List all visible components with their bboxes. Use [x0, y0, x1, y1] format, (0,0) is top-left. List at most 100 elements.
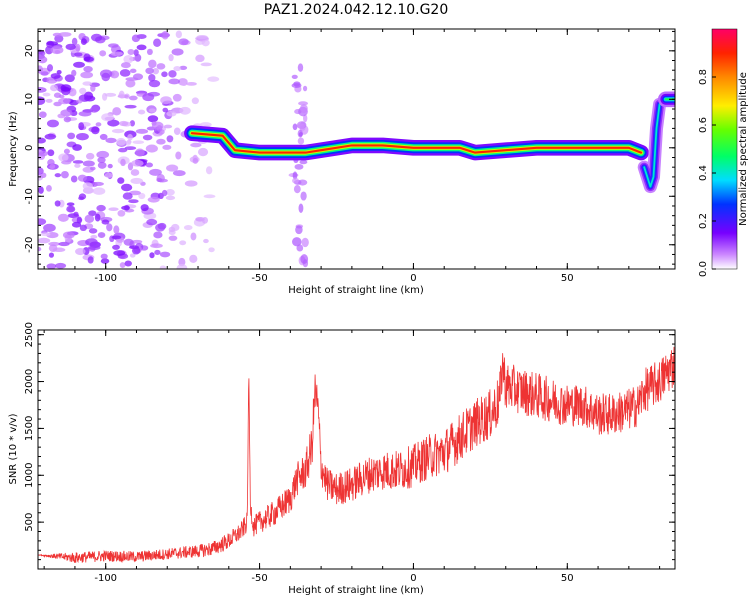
noise-blob — [49, 163, 56, 170]
noise-blob — [105, 137, 117, 144]
noise-blob — [172, 93, 182, 102]
noise-blob — [153, 231, 163, 239]
noise-blob — [96, 204, 106, 212]
noise-blob — [82, 81, 93, 86]
noise-blob — [99, 133, 108, 141]
noise-blob — [127, 134, 133, 141]
noise-blob — [57, 113, 66, 119]
colorbar-tick-label: 0.2 — [698, 213, 709, 229]
spectrogram-ytick-label: 0 — [24, 145, 35, 151]
noise-blob — [168, 70, 177, 78]
noise-blob — [92, 187, 106, 195]
noise-blob — [173, 127, 181, 136]
noise-blob — [147, 196, 160, 203]
noise-blob — [85, 238, 98, 247]
noise-blob — [104, 172, 113, 178]
noise-blob — [120, 62, 131, 69]
noise-blob — [67, 132, 76, 140]
noise-blob — [112, 244, 120, 250]
noise-blob — [149, 168, 162, 176]
spectrogram-marks — [38, 30, 675, 269]
noise-blob — [38, 237, 51, 244]
streak-blob — [294, 163, 304, 170]
noise-blob — [73, 61, 85, 68]
noise-blob — [76, 99, 83, 104]
noise-blob — [119, 120, 129, 127]
streak-blob — [303, 114, 308, 123]
spectrogram-ytick-label: -10 — [24, 188, 35, 204]
streak-blob — [300, 191, 307, 201]
streak-blob — [293, 185, 301, 194]
noise-blob — [73, 211, 79, 217]
noise-blob — [54, 200, 61, 207]
noise-blob — [183, 224, 193, 231]
noise-blob — [166, 164, 179, 172]
noise-blob — [119, 69, 131, 77]
noise-blob — [124, 260, 132, 267]
noise-blob — [62, 231, 75, 239]
noise-blob — [78, 94, 91, 102]
noise-blob — [54, 173, 62, 178]
snr-ytick-label: 500 — [24, 513, 35, 532]
noise-blob — [72, 144, 83, 151]
streak-blob — [295, 225, 303, 235]
noise-blob — [83, 187, 92, 192]
noise-blob — [137, 109, 146, 115]
spectrogram-ytick-label: 10 — [24, 93, 35, 106]
spectrogram-frame — [37, 28, 676, 270]
noise-blob — [63, 116, 72, 123]
noise-blob — [94, 213, 101, 222]
noise-blob — [45, 45, 53, 55]
streak-blob — [297, 63, 304, 72]
noise-blob — [45, 98, 53, 103]
noise-blob — [78, 196, 85, 201]
noise-blob — [117, 209, 126, 217]
streak-blob — [299, 104, 308, 114]
noise-blob — [160, 96, 172, 105]
noise-blob — [129, 190, 141, 196]
noise-blob — [83, 65, 93, 73]
noise-blob — [190, 142, 202, 148]
noise-blob — [161, 71, 168, 78]
noise-blob — [197, 147, 209, 157]
noise-blob — [90, 33, 103, 42]
noise-blob — [162, 107, 169, 113]
noise-blob — [87, 256, 94, 264]
noise-blob — [136, 44, 147, 51]
figure-title: PAZ1.2024.042.12.10.G20 — [264, 2, 449, 18]
spectrogram-xtick-label: 0 — [410, 273, 416, 284]
noise-blob — [130, 177, 144, 184]
noise-blob — [145, 144, 158, 153]
streak-blob — [298, 203, 304, 213]
noise-blob — [150, 243, 163, 249]
noise-blob — [162, 144, 172, 150]
snr-series-line — [38, 346, 675, 564]
noise-blob — [38, 246, 42, 252]
noise-blob — [154, 249, 161, 256]
noise-blob — [72, 160, 84, 164]
noise-blob — [75, 248, 86, 256]
colorbar-tick-label: 0.4 — [698, 165, 709, 181]
spectrogram-xtick-label: -50 — [251, 273, 267, 284]
noise-blob — [127, 48, 135, 56]
noise-blob — [184, 180, 198, 187]
noise-blob — [130, 169, 140, 176]
noise-blob — [111, 235, 122, 240]
noise-blob — [129, 120, 135, 127]
noise-blob — [40, 50, 46, 56]
tail-band — [643, 103, 661, 188]
noise-blob — [168, 78, 181, 85]
noise-blob — [111, 128, 125, 134]
noise-blob — [153, 38, 162, 47]
noise-blob — [109, 70, 120, 79]
noise-blob — [38, 56, 48, 64]
spectrogram-ylabel: Frequency (Hz) — [8, 111, 19, 187]
noise-blob — [46, 263, 57, 269]
noise-blob — [82, 160, 95, 167]
noise-blob — [38, 65, 44, 73]
noise-blob — [79, 224, 87, 232]
snr-xtick-label: 0 — [410, 573, 416, 584]
noise-blob — [38, 166, 44, 176]
noise-blob — [79, 87, 87, 95]
noise-blob — [52, 247, 66, 253]
